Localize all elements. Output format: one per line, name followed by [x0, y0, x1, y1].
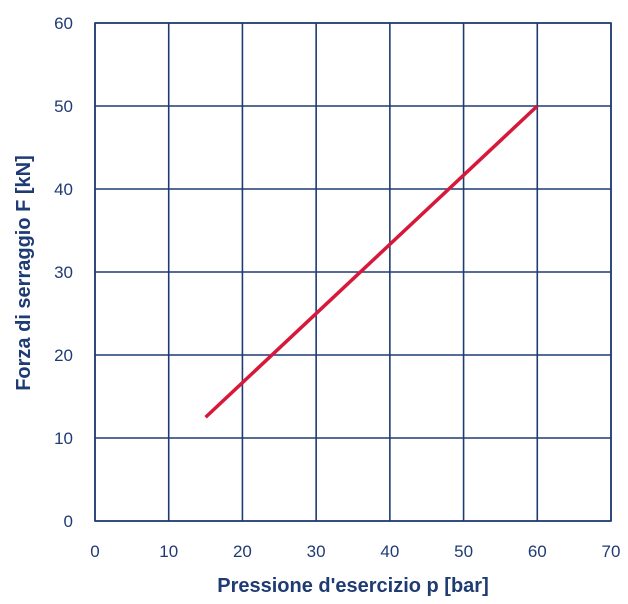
- x-axis-label: Pressione d'esercizio p [bar]: [217, 575, 489, 597]
- y-axis-label: Forza di serraggio F [kN]: [13, 155, 35, 391]
- series-line-0: [204, 104, 539, 419]
- y-axis-ticks: 0 10 20 30 40 50 60: [54, 14, 73, 531]
- y-tick-label: 10: [54, 429, 73, 448]
- x-axis-ticks: 0 10 20 30 40 50 60 70: [90, 542, 620, 561]
- x-tick-label: 0: [90, 542, 99, 561]
- y-tick-label: 20: [54, 346, 73, 365]
- y-tick-label: 30: [54, 263, 73, 282]
- grid: [94, 22, 612, 522]
- x-tick-label: 60: [528, 542, 547, 561]
- x-tick-label: 70: [602, 542, 621, 561]
- y-tick-label: 60: [54, 14, 73, 33]
- x-tick-label: 30: [307, 542, 326, 561]
- x-tick-label: 10: [159, 542, 178, 561]
- x-tick-label: 50: [454, 542, 473, 561]
- y-tick-label: 0: [64, 512, 73, 531]
- x-tick-label: 40: [380, 542, 399, 561]
- y-tick-label: 40: [54, 180, 73, 199]
- series: [204, 104, 539, 419]
- x-tick-label: 20: [233, 542, 252, 561]
- y-tick-label: 50: [54, 97, 73, 116]
- plot-frame: [94, 22, 612, 522]
